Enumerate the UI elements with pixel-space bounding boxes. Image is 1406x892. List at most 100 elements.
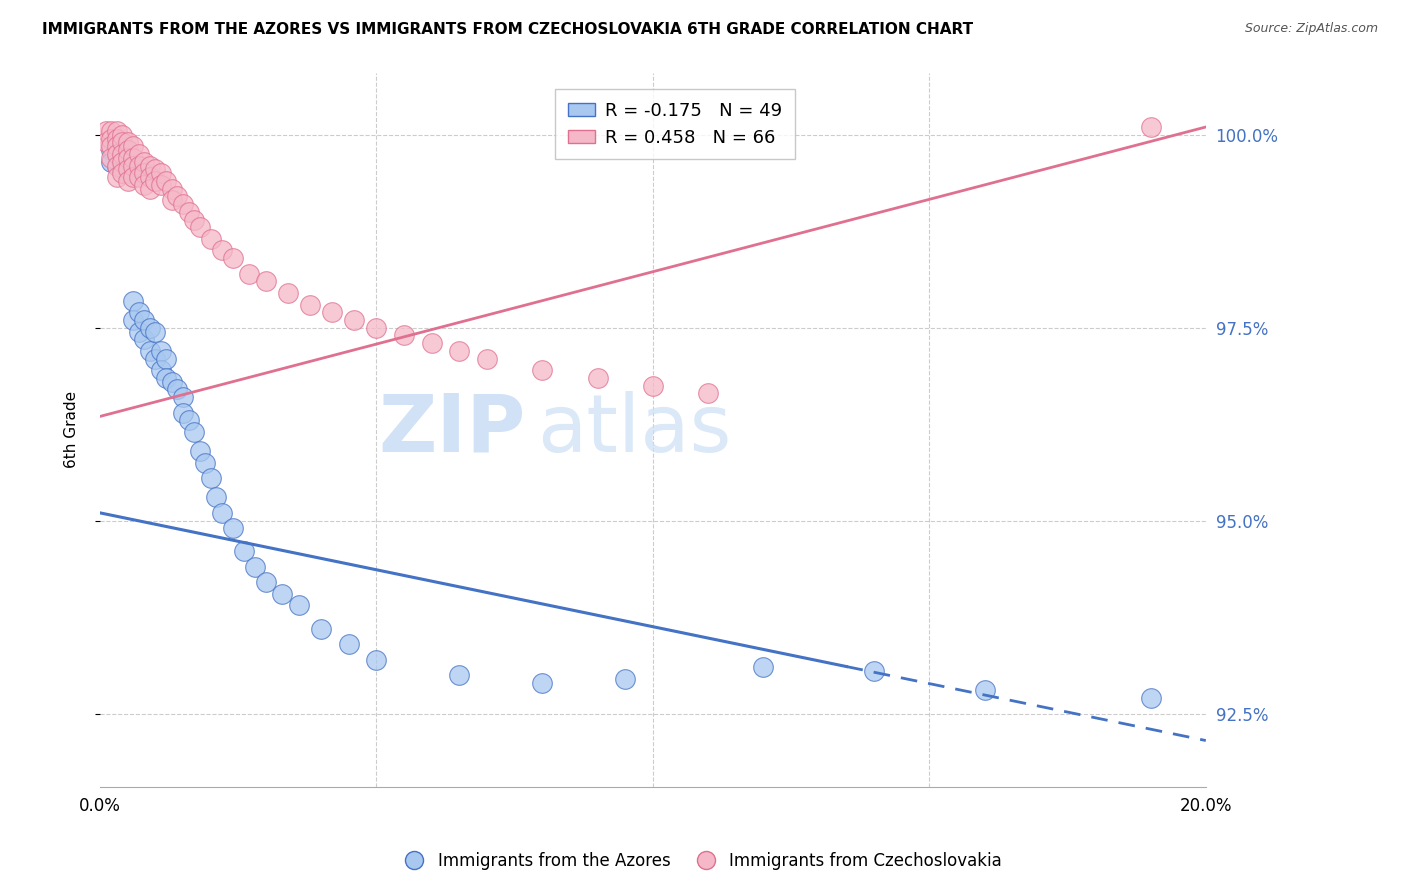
Point — [105, 131, 128, 145]
Point — [183, 212, 205, 227]
Point — [614, 672, 637, 686]
Point — [149, 343, 172, 358]
Point — [139, 320, 162, 334]
Point — [166, 383, 188, 397]
Point — [343, 313, 366, 327]
Point — [149, 363, 172, 377]
Point — [973, 683, 995, 698]
Point — [254, 575, 277, 590]
Point — [149, 166, 172, 180]
Point — [143, 174, 166, 188]
Point — [105, 159, 128, 173]
Point — [100, 124, 122, 138]
Point — [752, 660, 775, 674]
Point — [139, 159, 162, 173]
Point — [111, 151, 134, 165]
Point — [277, 285, 299, 300]
Point — [134, 154, 156, 169]
Point — [254, 274, 277, 288]
Point — [117, 136, 139, 150]
Point — [128, 147, 150, 161]
Point — [449, 343, 471, 358]
Point — [134, 313, 156, 327]
Y-axis label: 6th Grade: 6th Grade — [65, 392, 79, 468]
Point — [117, 162, 139, 177]
Point — [143, 325, 166, 339]
Point — [94, 136, 117, 150]
Legend: R = -0.175   N = 49, R = 0.458   N = 66: R = -0.175 N = 49, R = 0.458 N = 66 — [555, 89, 796, 160]
Text: atlas: atlas — [537, 391, 731, 469]
Point — [188, 220, 211, 235]
Point — [1139, 120, 1161, 134]
Point — [449, 668, 471, 682]
Point — [117, 143, 139, 157]
Point — [122, 170, 145, 185]
Point — [177, 205, 200, 219]
Point — [160, 375, 183, 389]
Point — [105, 124, 128, 138]
Point — [166, 189, 188, 203]
Point — [222, 521, 245, 535]
Point — [205, 491, 228, 505]
Point — [105, 170, 128, 185]
Text: Source: ZipAtlas.com: Source: ZipAtlas.com — [1244, 22, 1378, 36]
Point — [128, 170, 150, 185]
Point — [420, 336, 443, 351]
Point — [188, 444, 211, 458]
Point — [105, 147, 128, 161]
Point — [172, 405, 194, 419]
Point — [337, 637, 360, 651]
Point — [211, 244, 233, 258]
Point — [111, 162, 134, 177]
Point — [200, 232, 222, 246]
Point — [117, 154, 139, 169]
Point — [586, 371, 609, 385]
Point — [641, 378, 664, 392]
Point — [143, 351, 166, 366]
Point — [1139, 691, 1161, 706]
Point — [128, 325, 150, 339]
Text: ZIP: ZIP — [378, 391, 526, 469]
Point — [100, 151, 122, 165]
Point — [134, 332, 156, 346]
Point — [238, 267, 260, 281]
Point — [222, 251, 245, 265]
Point — [160, 182, 183, 196]
Point — [143, 162, 166, 177]
Point — [122, 313, 145, 327]
Point — [309, 622, 332, 636]
Point — [111, 166, 134, 180]
Point — [172, 390, 194, 404]
Point — [232, 544, 254, 558]
Point — [366, 320, 388, 334]
Point — [122, 151, 145, 165]
Point — [122, 139, 145, 153]
Point — [299, 297, 322, 311]
Point — [111, 136, 134, 150]
Point — [321, 305, 343, 319]
Point — [139, 182, 162, 196]
Point — [366, 652, 388, 666]
Point — [243, 560, 266, 574]
Point — [128, 305, 150, 319]
Point — [863, 664, 886, 678]
Text: IMMIGRANTS FROM THE AZORES VS IMMIGRANTS FROM CZECHOSLOVAKIA 6TH GRADE CORRELATI: IMMIGRANTS FROM THE AZORES VS IMMIGRANTS… — [42, 22, 973, 37]
Point — [200, 471, 222, 485]
Point — [211, 506, 233, 520]
Point — [271, 587, 294, 601]
Point — [128, 159, 150, 173]
Point — [105, 147, 128, 161]
Point — [183, 425, 205, 439]
Point — [105, 159, 128, 173]
Point — [100, 143, 122, 157]
Point — [194, 456, 217, 470]
Point — [531, 363, 554, 377]
Point — [134, 166, 156, 180]
Point — [531, 675, 554, 690]
Point — [155, 174, 177, 188]
Point — [139, 343, 162, 358]
Point — [392, 328, 415, 343]
Point — [100, 131, 122, 145]
Legend: Immigrants from the Azores, Immigrants from Czechoslovakia: Immigrants from the Azores, Immigrants f… — [398, 846, 1008, 877]
Point — [155, 351, 177, 366]
